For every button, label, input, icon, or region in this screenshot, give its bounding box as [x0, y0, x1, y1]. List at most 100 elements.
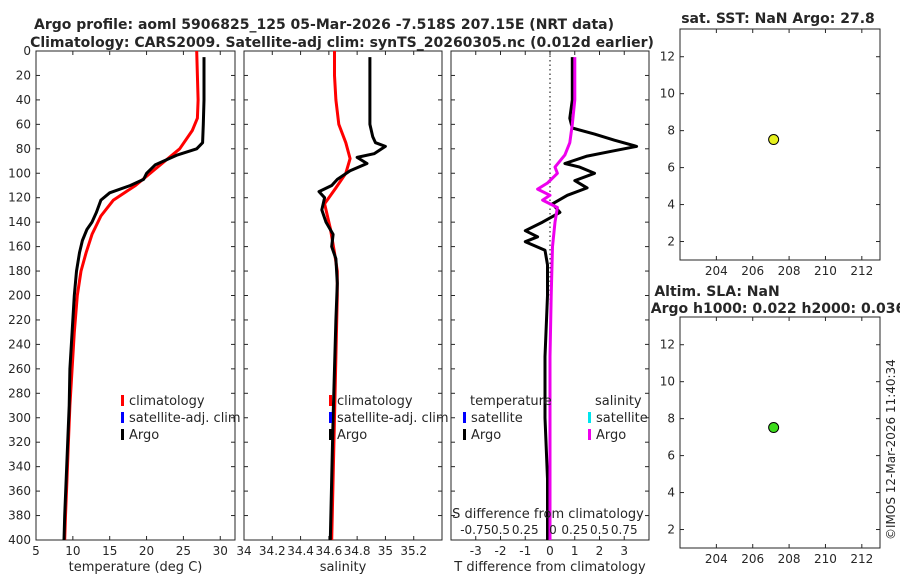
- figure-title-line2: Climatology: CARS2009. Satellite-adj cli…: [30, 35, 654, 51]
- salinity-xtick-label: 34.2: [259, 544, 286, 558]
- temperature-xtick-label: 20: [139, 544, 154, 558]
- difference-legend-salinity-argo-label: Argo: [596, 428, 626, 443]
- sst_map-ytick-label: 8: [667, 124, 675, 138]
- temperature-legend-climatology-swatch: [121, 395, 124, 406]
- temperature-series-climatology: [63, 50, 200, 541]
- difference-legend-temperature-satellite-swatch: [463, 412, 466, 423]
- difference-top-tick-label: 0: [549, 523, 557, 537]
- sla_map-ytick-label: 2: [667, 523, 675, 537]
- sla-map-subtitle: Argo h1000: 0.022 h2000: 0.036: [651, 301, 900, 317]
- difference-legend-salinity-title: salinity: [595, 394, 642, 409]
- temperature-ytick-label: 280: [8, 386, 31, 400]
- difference-xtick-label: 3: [620, 544, 628, 558]
- difference-top-tick-label: 0.25: [512, 523, 539, 537]
- temperature-xtick-label: 30: [213, 544, 228, 558]
- temperature-ytick-label: 0: [23, 44, 31, 58]
- temperature-ytick-label: 240: [8, 337, 31, 351]
- sla_map-argo-position-marker: [768, 422, 780, 434]
- temperature-legend-satellite-adj-clim-label: satellite-adj. clim: [129, 411, 241, 426]
- temperature-ytick-label: 160: [8, 240, 31, 254]
- temperature-ytick-label: 20: [16, 68, 31, 82]
- sla_map-xtick-label: 204: [705, 552, 728, 566]
- salinity-xtick-label: 34.4: [287, 544, 314, 558]
- sst_map-ytick-label: 12: [660, 50, 675, 64]
- salinity-xtick-label: 34.8: [344, 544, 371, 558]
- difference-series-salinity-argo: [536, 57, 577, 540]
- plots: 5 10 15 20 25 3002040608010012014016018020022…: [8, 11, 900, 575]
- temperature-ytick-label: 40: [16, 93, 31, 107]
- sst_map-ytick-label: 6: [667, 161, 675, 175]
- temperature-legend-satellite-adj-clim-swatch: [121, 412, 124, 423]
- difference-series-temperature-argo: [523, 57, 639, 540]
- difference-legend-temperature-title: temperature: [470, 394, 552, 409]
- temperature-legend-climatology-label: climatology: [129, 394, 205, 409]
- salinity-xtick-label: 35: [378, 544, 393, 558]
- sst_map-ytick-label: 2: [667, 235, 675, 249]
- temperature-xtick-label: 25: [176, 544, 191, 558]
- sla_map-ytick-label: 6: [667, 449, 675, 463]
- difference-xtick-label: -2: [495, 544, 507, 558]
- sst_map-xtick-label: 208: [778, 264, 801, 278]
- temperature-legend-argo-label: Argo: [129, 428, 159, 443]
- temperature-ytick-label: 180: [8, 264, 31, 278]
- salinity-xtick-label: 34: [236, 544, 251, 558]
- difference-legend-salinity-satellite-swatch: [588, 412, 591, 423]
- temperature-xtick-label: 10: [65, 544, 80, 558]
- difference-xtick-label: 0: [546, 544, 554, 558]
- salinity-xtick-label: 34.6: [315, 544, 342, 558]
- difference-top-tick-label: 0.75: [611, 523, 638, 537]
- temperature-ytick-label: 340: [8, 460, 31, 474]
- temperature-ytick-label: 60: [16, 117, 31, 131]
- sla-map-title: Altim. SLA: NaN: [654, 284, 779, 300]
- sla_map-ytick-label: 12: [660, 338, 675, 352]
- sst_map-argo-position-marker: [768, 134, 780, 146]
- temperature-ytick-label: 200: [8, 289, 31, 303]
- temperature-ytick-label: 80: [16, 142, 31, 156]
- sla_map-ytick-label: 8: [667, 412, 675, 426]
- temperature-ytick-label: 320: [8, 435, 31, 449]
- difference-top-tick-label: 0.25: [561, 523, 588, 537]
- sla_map-frame: [679, 316, 881, 549]
- sla_map-xtick-label: 208: [778, 552, 801, 566]
- difference-legend-temperature-argo-label: Argo: [471, 428, 501, 443]
- salinity-legend-climatology-label: climatology: [337, 394, 413, 409]
- temperature-series-argo: [62, 57, 206, 541]
- difference-xtick-label: -3: [470, 544, 482, 558]
- temperature-xtick-label: 15: [102, 544, 117, 558]
- temperature-ytick-label: 220: [8, 313, 31, 327]
- temperature-ytick-label: 140: [8, 215, 31, 229]
- salinity-xtick-label: 35.2: [400, 544, 427, 558]
- temperature-ytick-label: 120: [8, 191, 31, 205]
- salinity-legend-argo-label: Argo: [337, 428, 367, 443]
- salinity-xlabel: salinity: [320, 560, 367, 575]
- temperature-ytick-label: 260: [8, 362, 31, 376]
- sst_map-xtick-label: 206: [741, 264, 764, 278]
- salinity-series-argo: [317, 57, 387, 541]
- sla_map-ytick-label: 10: [660, 375, 675, 389]
- difference-legend-salinity-argo-swatch: [588, 429, 591, 440]
- sst-map-title: sat. SST: NaN Argo: 27.8: [681, 11, 875, 27]
- sst_map-ytick-label: 4: [667, 198, 675, 212]
- sst_map-xtick-label: 210: [814, 264, 837, 278]
- figure-title-line1: Argo profile: aoml 5906825_125 05-Mar-20…: [34, 17, 614, 33]
- temperature-xtick-label: 5: [32, 544, 40, 558]
- difference-top-tick-label: 0.5: [491, 523, 510, 537]
- difference-xlabel-top: S difference from climatology: [452, 507, 644, 522]
- difference-xtick-label: -1: [519, 544, 531, 558]
- salinity-frame: [243, 50, 443, 541]
- sla_map-xtick-label: 210: [814, 552, 837, 566]
- sla_map-xtick-label: 212: [850, 552, 873, 566]
- difference-top-tick-label: -0.75: [460, 523, 491, 537]
- difference-xtick-label: 2: [596, 544, 604, 558]
- temperature-ytick-label: 380: [8, 509, 31, 523]
- sst_map-ytick-label: 10: [660, 87, 675, 101]
- difference-xtick-label: 1: [571, 544, 579, 558]
- imos-watermark: ©IMOS 12-Mar-2026 11:40:34: [884, 359, 898, 540]
- temperature-legend-argo-swatch: [121, 429, 124, 440]
- difference-top-tick-label: 0.5: [590, 523, 609, 537]
- temperature-ytick-label: 300: [8, 411, 31, 425]
- salinity-legend-climatology-swatch: [329, 395, 332, 406]
- sst_map-xtick-label: 204: [705, 264, 728, 278]
- salinity-legend-satellite-adj-clim-label: satellite-adj. clim: [337, 411, 449, 426]
